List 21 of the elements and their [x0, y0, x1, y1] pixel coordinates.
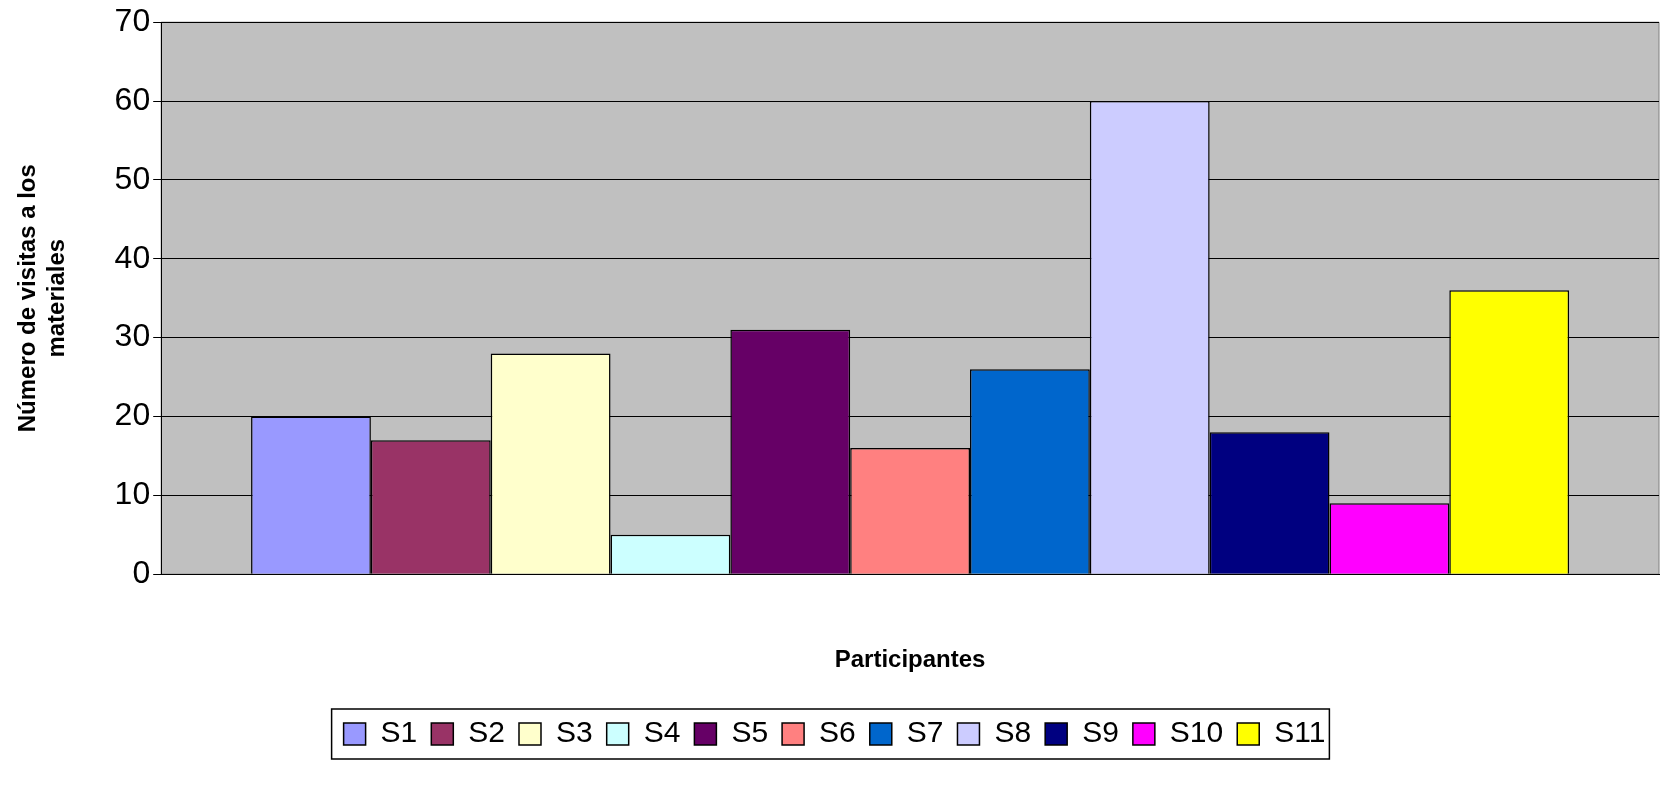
y-tick-label: 30	[114, 317, 151, 354]
legend-label: S3	[556, 715, 593, 749]
y-tick-label: 60	[114, 80, 151, 117]
legend-label: S4	[643, 715, 681, 749]
legend-label: S10	[1169, 715, 1224, 749]
y-tick-label: 20	[114, 396, 151, 433]
y-tick-label: 70	[114, 2, 151, 39]
legend-label: S8	[994, 715, 1032, 749]
x-axis-title: Participantes	[834, 645, 986, 673]
legend-label: S7	[906, 715, 944, 749]
legend-label: S5	[731, 715, 769, 749]
legend-label: S11	[1274, 715, 1326, 749]
y-tick-label: 50	[114, 159, 151, 196]
y-tick-label: 40	[114, 238, 151, 275]
y-tick-label: 10	[114, 475, 151, 512]
legend-label: S9	[1082, 715, 1119, 749]
legend-label: S2	[468, 715, 506, 749]
legend-label: S1	[380, 715, 418, 749]
legend-label: S6	[819, 715, 856, 749]
y-tick-label: 0	[132, 554, 151, 591]
y-axis-title: Número de visitas a los materiales	[13, 164, 69, 433]
